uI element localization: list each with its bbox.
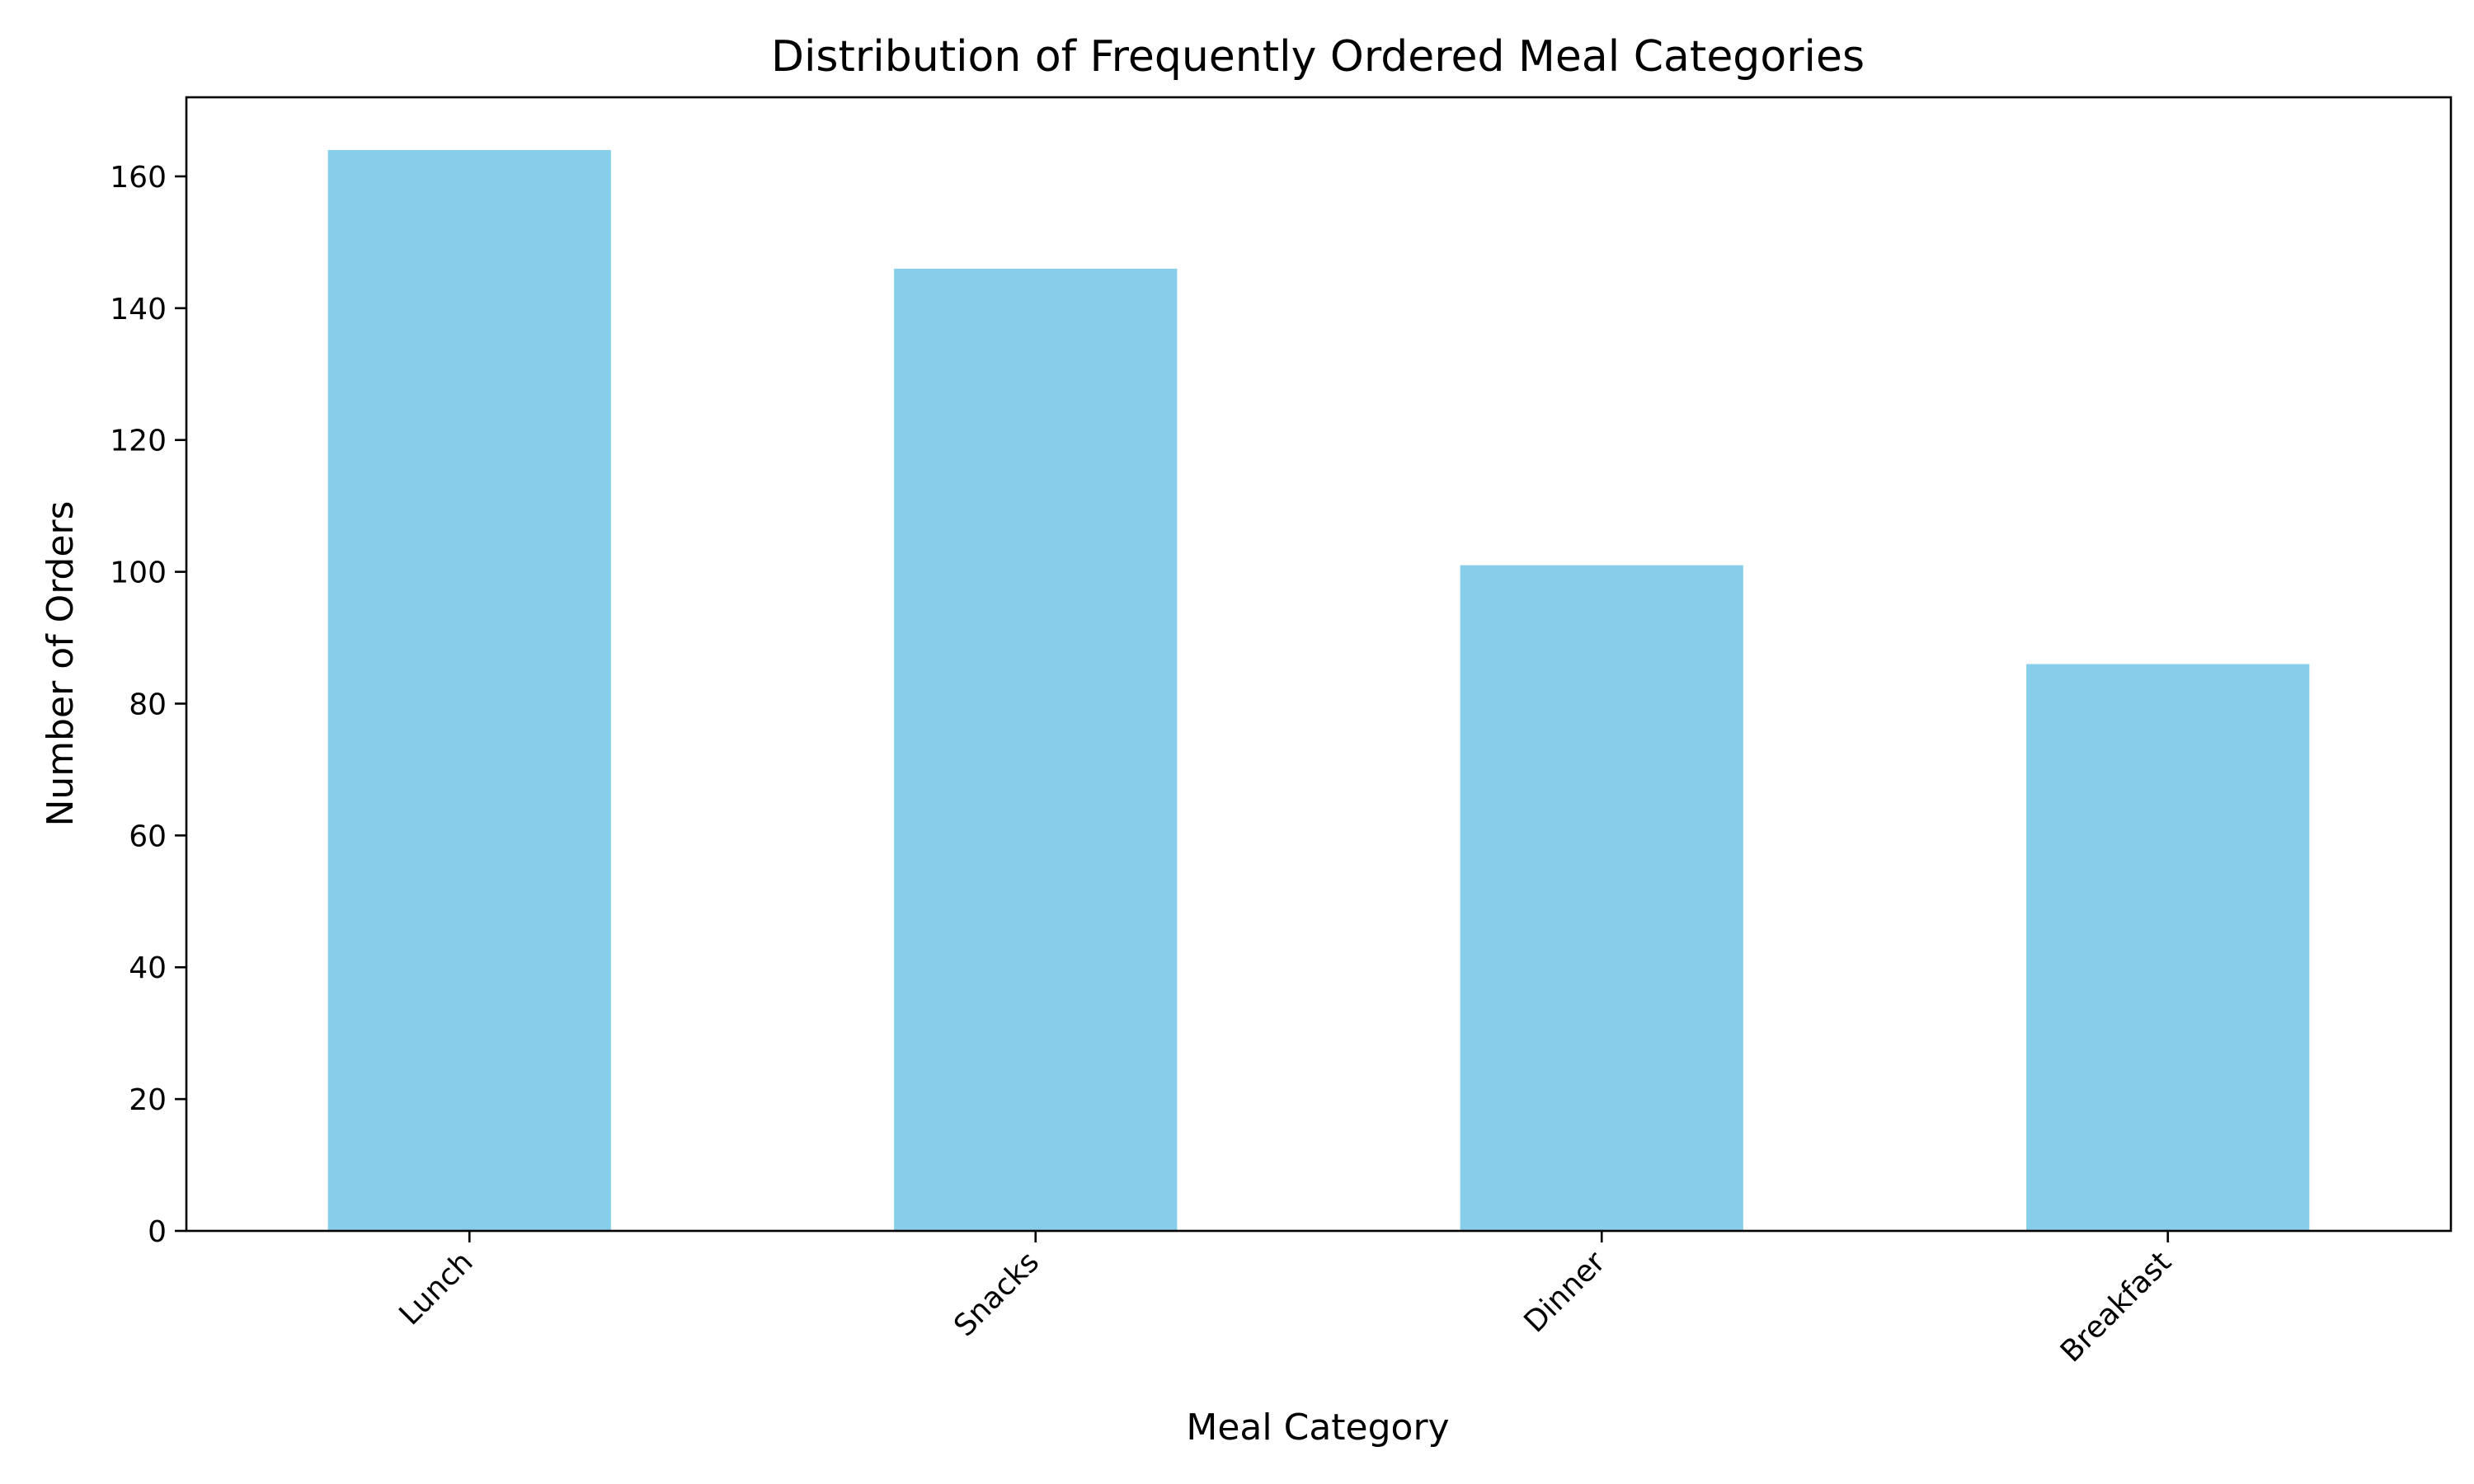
y-tick-label: 100 [110,556,167,590]
x-tick-label-dinner: Dinner [1518,1245,1612,1339]
chart-title: Distribution of Frequently Ordered Meal … [771,32,1865,82]
x-tick-label-breakfast: Breakfast [2054,1245,2178,1369]
bar-lunch [327,149,611,1231]
plot-area: 0 20 40 60 80 100 120 140 160 Lunch Snacks Dinner Br… [110,96,2453,1369]
bar-dinner [1460,565,1743,1231]
y-tick-label: 60 [129,819,167,853]
y-tick-label: 120 [110,425,167,458]
axes-frame [185,96,2453,1233]
y-tick-label: 140 [110,293,167,326]
y-tick-label: 40 [129,951,167,985]
x-axis-label: Meal Category [1186,1407,1449,1449]
y-tick-label: 80 [129,688,167,721]
x-tick-label-snacks: Snacks [948,1245,1046,1343]
bar-snacks [894,268,1178,1231]
y-tick-label: 160 [110,161,167,195]
y-tick-label: 20 [129,1083,167,1117]
y-tick-label: 0 [148,1215,167,1249]
bar-breakfast [2026,664,2310,1231]
x-tick-label-lunch: Lunch [393,1245,479,1331]
y-axis-label: Number of Orders [40,500,82,826]
